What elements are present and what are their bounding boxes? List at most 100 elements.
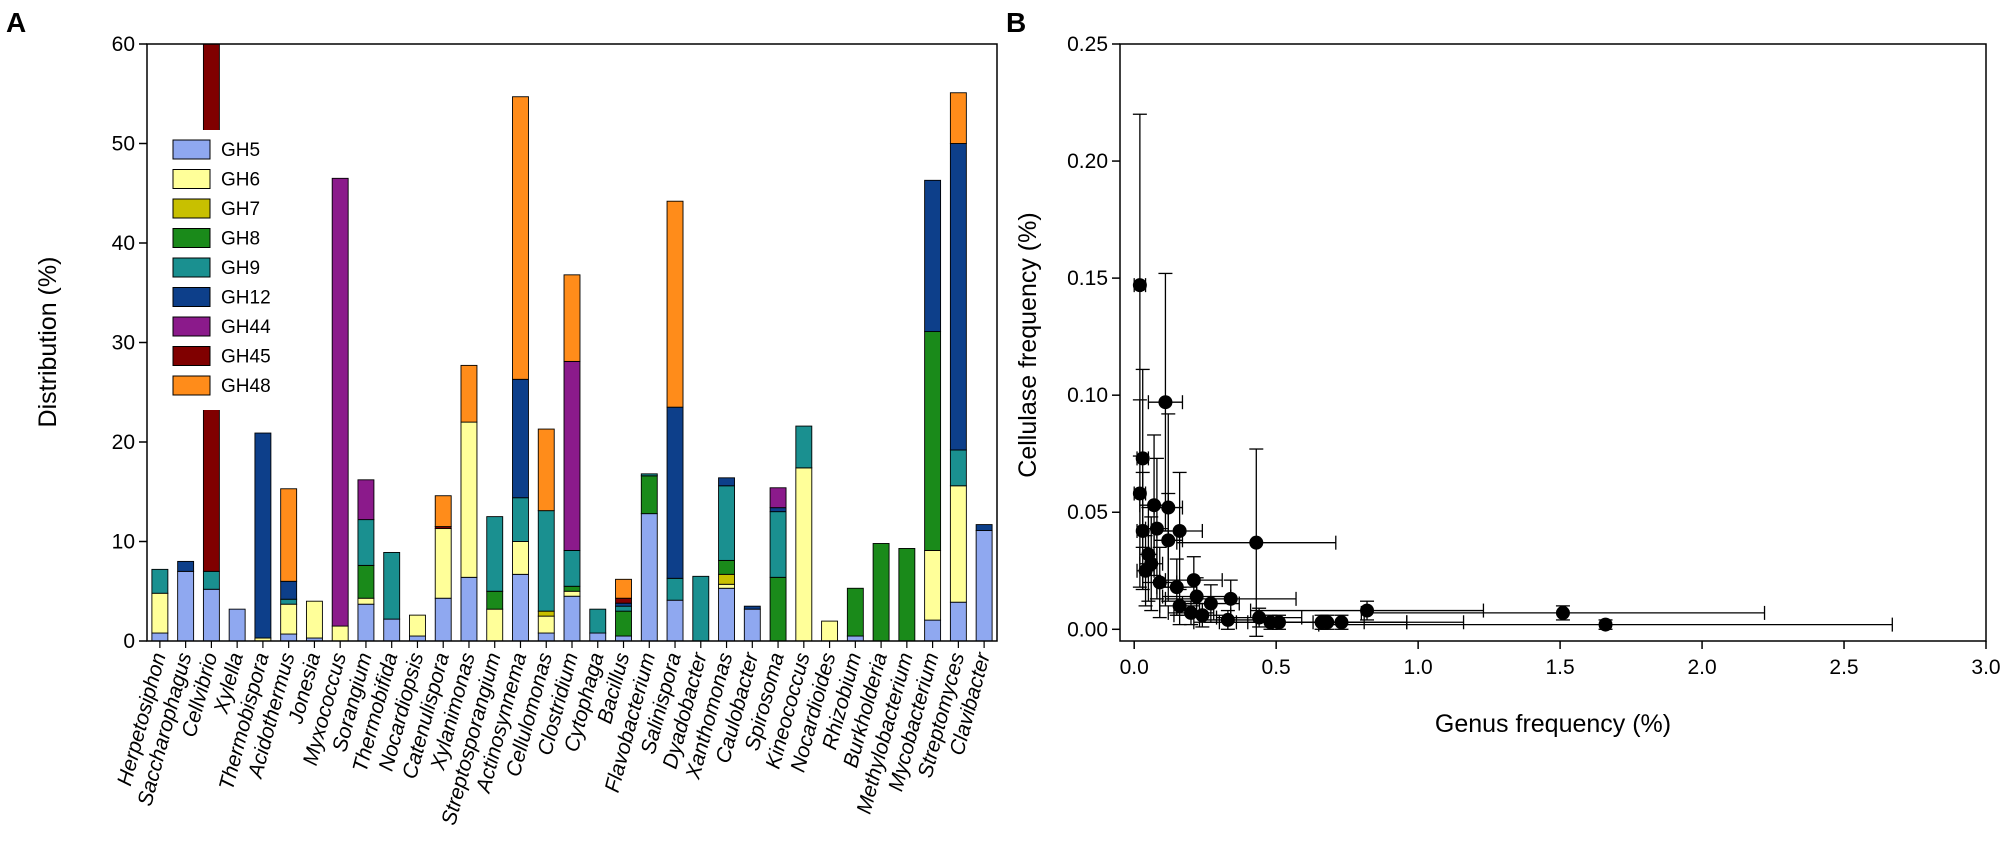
panel-a-x-labels: HerpetosiphonSaccharophagusCellvibrioXyl… xyxy=(113,641,995,828)
bar-segment xyxy=(666,200,684,408)
bar-segment xyxy=(228,608,246,642)
data-point xyxy=(1169,580,1184,595)
bar-segment xyxy=(924,550,942,621)
data-point xyxy=(1360,603,1375,618)
bar-segment xyxy=(280,580,298,600)
bar-segment xyxy=(537,610,555,617)
y-tick-label: 20 xyxy=(112,431,135,454)
panel-a-legend: GH5 GH6 GH7 GH8 GH9 GH12 GH44 GH45 GH48 xyxy=(166,130,306,410)
bar-segment xyxy=(486,608,504,642)
bar-segment xyxy=(151,592,169,634)
y-tick-label: 60 xyxy=(112,33,135,56)
data-point xyxy=(1149,521,1164,536)
data-point xyxy=(1320,615,1335,630)
bar-segment xyxy=(924,179,942,333)
data-point xyxy=(1598,617,1613,632)
data-point xyxy=(1152,575,1167,590)
legend-label: GH48 xyxy=(221,376,271,397)
bar-segment xyxy=(280,633,298,642)
data-point xyxy=(1158,395,1173,410)
panel-a-y-axis-title: Distribution (%) xyxy=(34,257,62,428)
bar-segment xyxy=(795,467,813,642)
y-tick-label: 0.20 xyxy=(1067,150,1108,173)
bar-segment xyxy=(486,590,504,610)
data-point xyxy=(1186,573,1201,588)
bar-segment xyxy=(769,507,787,513)
bar-segment xyxy=(537,632,555,642)
bar-segment xyxy=(280,598,298,605)
bar-segment xyxy=(924,619,942,642)
bar-segment xyxy=(537,428,555,512)
bar-segment xyxy=(615,578,632,599)
bar-segment xyxy=(743,605,761,610)
bar-segment xyxy=(537,615,555,634)
legend-label: GH8 xyxy=(221,229,260,250)
data-point xyxy=(1135,451,1150,466)
x-tick-label: 2.0 xyxy=(1687,656,1716,679)
panel-b-points xyxy=(1132,113,1893,637)
bar-segment xyxy=(872,543,890,642)
data-point xyxy=(1272,615,1287,630)
bar-segment xyxy=(975,530,993,642)
x-tick-label: 1.0 xyxy=(1404,656,1433,679)
bar-segment xyxy=(409,614,426,637)
panel-b-plot-frame xyxy=(1119,43,1987,642)
x-tick-label: 0.0 xyxy=(1120,656,1149,679)
panel-b-label: B xyxy=(1006,7,1026,38)
legend-swatch xyxy=(172,139,211,160)
bar-segment xyxy=(305,600,323,639)
bar-segment xyxy=(280,603,298,635)
panel-b-x-axis-title: Genus frequency (%) xyxy=(1435,710,1671,738)
bar-segment xyxy=(589,632,607,642)
data-point xyxy=(1147,498,1162,513)
bar-segment xyxy=(949,449,967,487)
legend-label: GH44 xyxy=(221,317,271,338)
bar-segment xyxy=(615,605,632,612)
bar-segment xyxy=(254,432,272,639)
legend-label: GH6 xyxy=(221,170,260,191)
bar-segment xyxy=(357,603,375,642)
bar-segment xyxy=(486,516,504,592)
bar-segment xyxy=(383,551,401,620)
y-tick-label: 0.25 xyxy=(1067,33,1108,56)
y-tick-label: 50 xyxy=(112,133,135,156)
bar-segment xyxy=(615,610,632,637)
data-point xyxy=(1132,486,1147,501)
data-point xyxy=(1223,591,1238,606)
bar-segment xyxy=(589,608,607,634)
data-point xyxy=(1172,523,1187,538)
panel-a: A 0 10 20 30 40 50 60 HerpetosiphonSaccharopha… xyxy=(6,7,998,828)
x-tick-label: 2.5 xyxy=(1829,656,1858,679)
data-point xyxy=(1203,596,1218,611)
legend-swatch xyxy=(172,287,211,307)
bar-segment xyxy=(460,364,478,423)
x-tick-label: 0.5 xyxy=(1262,656,1291,679)
bar-segment xyxy=(177,560,195,572)
bar-segment xyxy=(718,583,735,589)
data-point xyxy=(1132,278,1147,293)
y-tick-label: 0.05 xyxy=(1067,501,1108,524)
legend-swatch xyxy=(172,316,211,337)
bar-segment xyxy=(512,96,529,380)
legend-label: GH5 xyxy=(221,140,260,161)
bar-segment xyxy=(666,577,684,601)
data-point xyxy=(1252,610,1267,625)
bar-segment xyxy=(331,625,349,642)
bar-segment xyxy=(460,421,478,578)
bar-segment xyxy=(357,479,375,521)
bar-segment xyxy=(666,599,684,642)
data-point xyxy=(1334,615,1349,630)
data-point xyxy=(1189,589,1204,604)
bar-segment xyxy=(975,524,993,532)
bar-segment xyxy=(563,360,581,551)
bar-segment xyxy=(280,488,298,582)
bar-segment xyxy=(640,513,658,642)
x-tick-label: 1.5 xyxy=(1545,656,1574,679)
bar-segment xyxy=(512,541,529,575)
y-tick-label: 30 xyxy=(112,332,135,355)
bar-segment xyxy=(151,632,169,642)
legend-swatch xyxy=(172,198,211,219)
bar-segment xyxy=(202,588,220,642)
bar-segment xyxy=(718,485,735,561)
